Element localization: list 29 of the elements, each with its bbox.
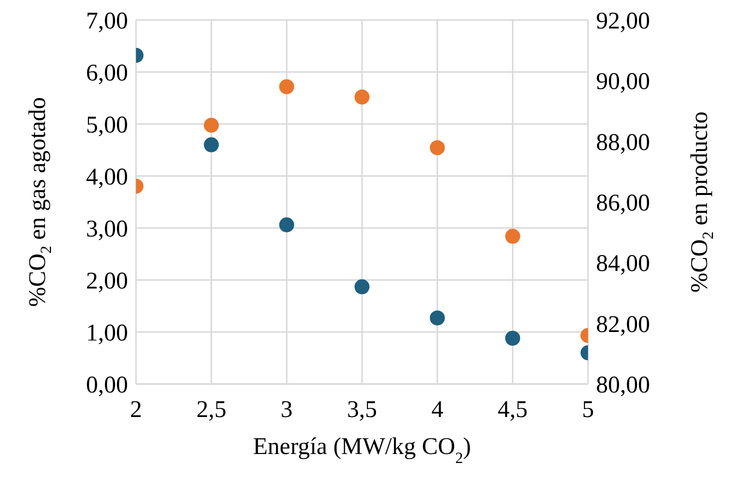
x-axis-title: Energía (MW/kg CO$_{2}$) [253,434,471,466]
y2-tick-label: 84,00 [596,251,650,278]
x-tick-label: 3 [280,397,293,424]
x-tick-label: 5 [582,397,594,424]
x-tick-label: 4 [431,397,444,424]
y2-tick-label: 88,00 [596,130,650,156]
y-tick-label: 1,00 [86,320,128,347]
y-tick-label: 2,00 [86,268,128,295]
y-tick-label: 3,00 [86,216,128,243]
point [430,140,445,156]
point [354,90,370,105]
y-tick-label: 6,00 [86,60,128,87]
x-tick-label: 4,5 [498,397,528,424]
x-tick-label: 2,5 [196,397,226,424]
point [430,310,445,326]
point [279,217,294,232]
y2-tick-label: 92,00 [596,8,650,35]
x-tick-label: 3,5 [347,397,377,424]
y-tick-label: 0,00 [86,372,128,399]
point [279,79,294,94]
y-tick-label: 5,00 [86,112,128,139]
y2-tick-label: 90,00 [596,69,650,96]
y2-tick-label: 82,00 [596,312,650,338]
x-tick-label: 2 [130,397,142,424]
y2-tick-label: 86,00 [596,190,650,217]
y-tick-label: 7,00 [86,8,128,35]
y-tick-label: 4,00 [86,164,128,191]
y2-tick-label: 80,00 [596,372,650,399]
point [354,279,370,294]
